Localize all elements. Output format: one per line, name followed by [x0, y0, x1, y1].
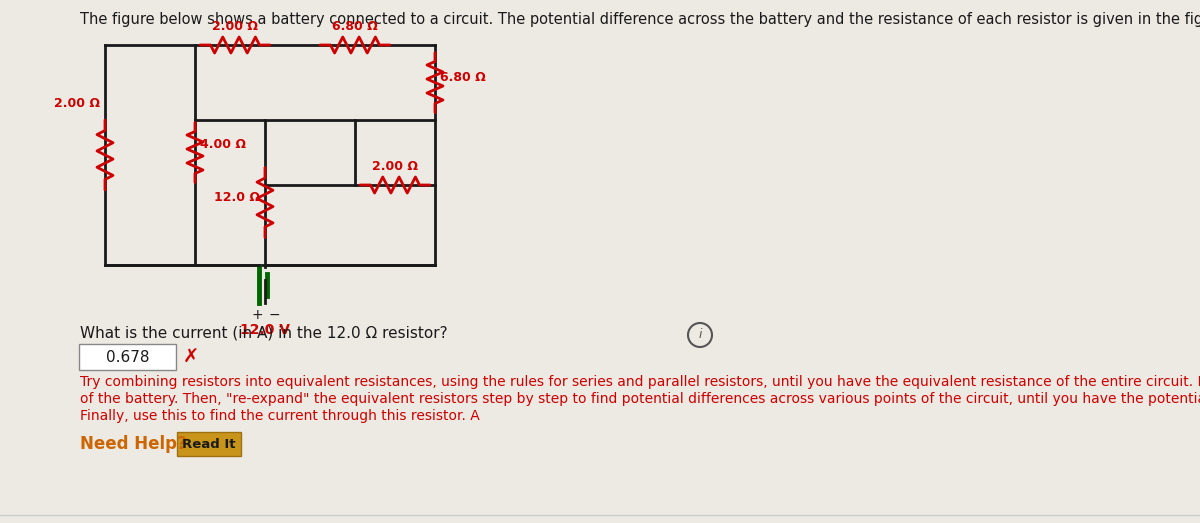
Text: 6.80 Ω: 6.80 Ω	[332, 20, 378, 33]
Text: Read It: Read It	[182, 438, 235, 450]
Text: What is the current (in A) in the 12.0 Ω resistor?: What is the current (in A) in the 12.0 Ω…	[80, 325, 448, 340]
Text: 12.0 V: 12.0 V	[240, 323, 290, 337]
Text: Try combining resistors into equivalent resistances, using the rules for series : Try combining resistors into equivalent …	[80, 375, 1200, 389]
Text: 0.678: 0.678	[106, 349, 149, 365]
Text: Finally, use this to find the current through this resistor. A: Finally, use this to find the current th…	[80, 409, 480, 423]
Text: ✗: ✗	[182, 347, 199, 367]
FancyBboxPatch shape	[79, 344, 176, 370]
Text: 4.00 Ω: 4.00 Ω	[200, 138, 246, 151]
Text: of the battery. Then, "re-expand" the equivalent resistors step by step to find : of the battery. Then, "re-expand" the eq…	[80, 392, 1200, 406]
Text: 12.0 Ω: 12.0 Ω	[214, 191, 260, 204]
Text: Need Help?: Need Help?	[80, 435, 187, 453]
Text: i: i	[698, 328, 702, 342]
Text: 2.00 Ω: 2.00 Ω	[372, 160, 418, 173]
Text: +: +	[251, 308, 263, 322]
Text: 6.80 Ω: 6.80 Ω	[440, 71, 486, 84]
Text: The figure below shows a battery connected to a circuit. The potential differenc: The figure below shows a battery connect…	[80, 12, 1200, 27]
Text: −: −	[269, 308, 281, 322]
Text: 2.00 Ω: 2.00 Ω	[54, 97, 100, 110]
Text: 2.00 Ω: 2.00 Ω	[212, 20, 258, 33]
FancyBboxPatch shape	[178, 432, 241, 456]
